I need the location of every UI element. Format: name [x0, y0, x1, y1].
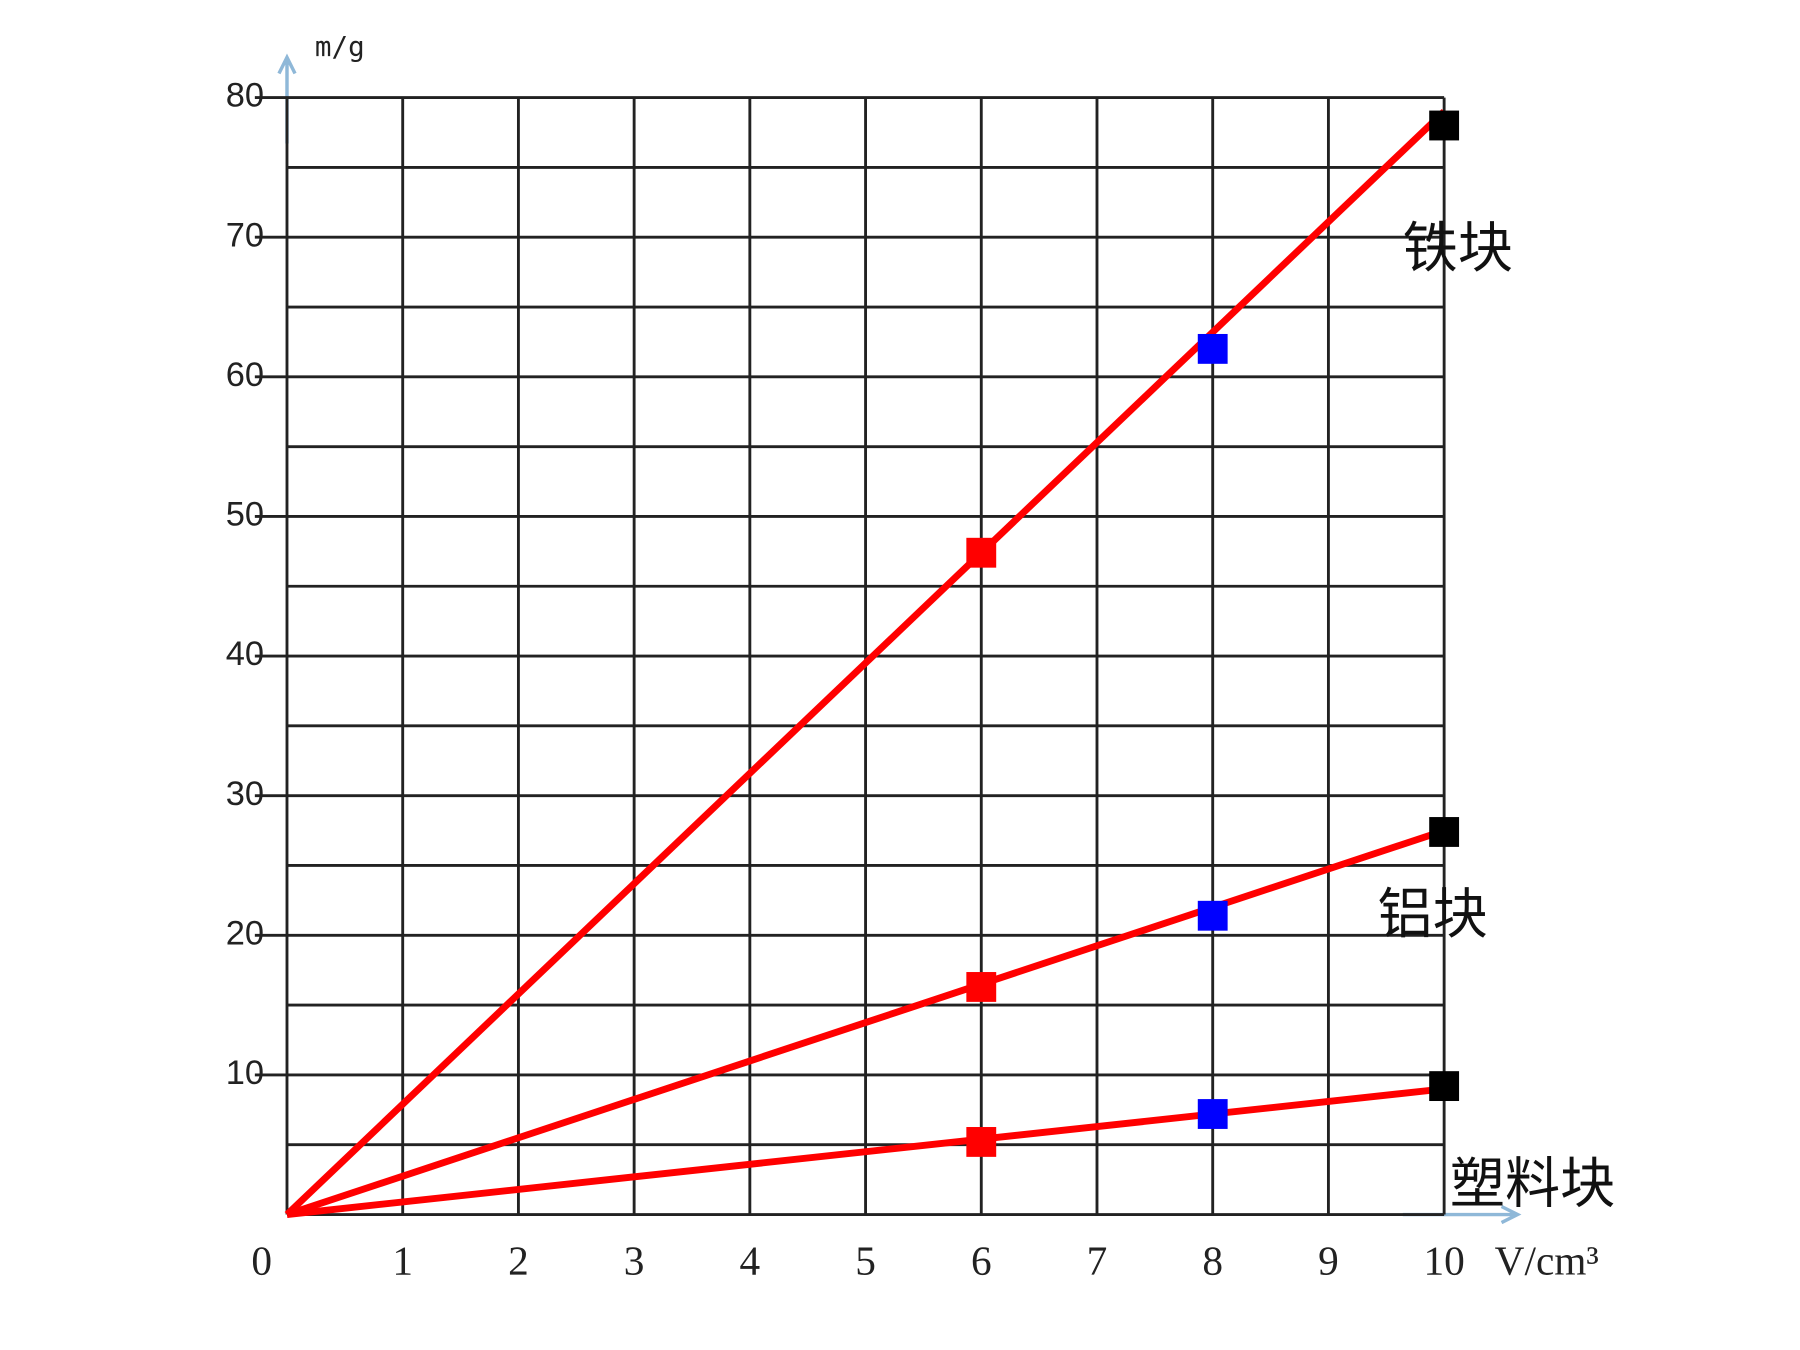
y-tick-label: 70 [226, 216, 264, 254]
x-tick-label: 5 [855, 1238, 876, 1284]
y-tick-label: 30 [226, 775, 264, 813]
y-tick-label: 10 [226, 1054, 264, 1092]
data-point [1197, 900, 1228, 931]
x-tick-label: 7 [1087, 1238, 1108, 1284]
y-tick-label: 20 [226, 914, 264, 952]
data-point [966, 972, 997, 1002]
data-point [1197, 333, 1228, 364]
data-point [966, 1127, 997, 1157]
data-point [1429, 1071, 1460, 1102]
x-tick-label: 0 [251, 1238, 272, 1284]
x-tick-label: 3 [624, 1238, 645, 1284]
x-tick-label: 1 [392, 1238, 413, 1284]
x-tick-label: 4 [740, 1238, 761, 1284]
data-point [1429, 817, 1460, 847]
x-tick-label: 10 [1423, 1238, 1464, 1284]
data-point [966, 537, 997, 568]
y-tick-label: 50 [226, 496, 264, 534]
x-axis-label: V/cm³ [1495, 1238, 1599, 1284]
fit-line [285, 827, 1446, 1218]
y-axis-label: m/g [315, 31, 365, 63]
y-tick-label: 60 [226, 356, 264, 394]
fit-line [286, 1085, 1445, 1218]
data-point [1429, 110, 1460, 141]
fit-line [284, 109, 1447, 1218]
x-tick-label: 8 [1202, 1238, 1223, 1284]
y-tick-label: 40 [226, 635, 264, 673]
y-tick-label: 80 [226, 77, 264, 115]
series-label: 铁块 [1403, 216, 1513, 280]
x-tick-label: 9 [1318, 1238, 1339, 1284]
x-tick-label: 2 [508, 1238, 529, 1284]
series-label: 铝块 [1378, 882, 1488, 946]
x-tick-label: 6 [971, 1238, 992, 1284]
data-point [1197, 1099, 1228, 1129]
series-label: 塑料块 [1450, 1152, 1615, 1216]
